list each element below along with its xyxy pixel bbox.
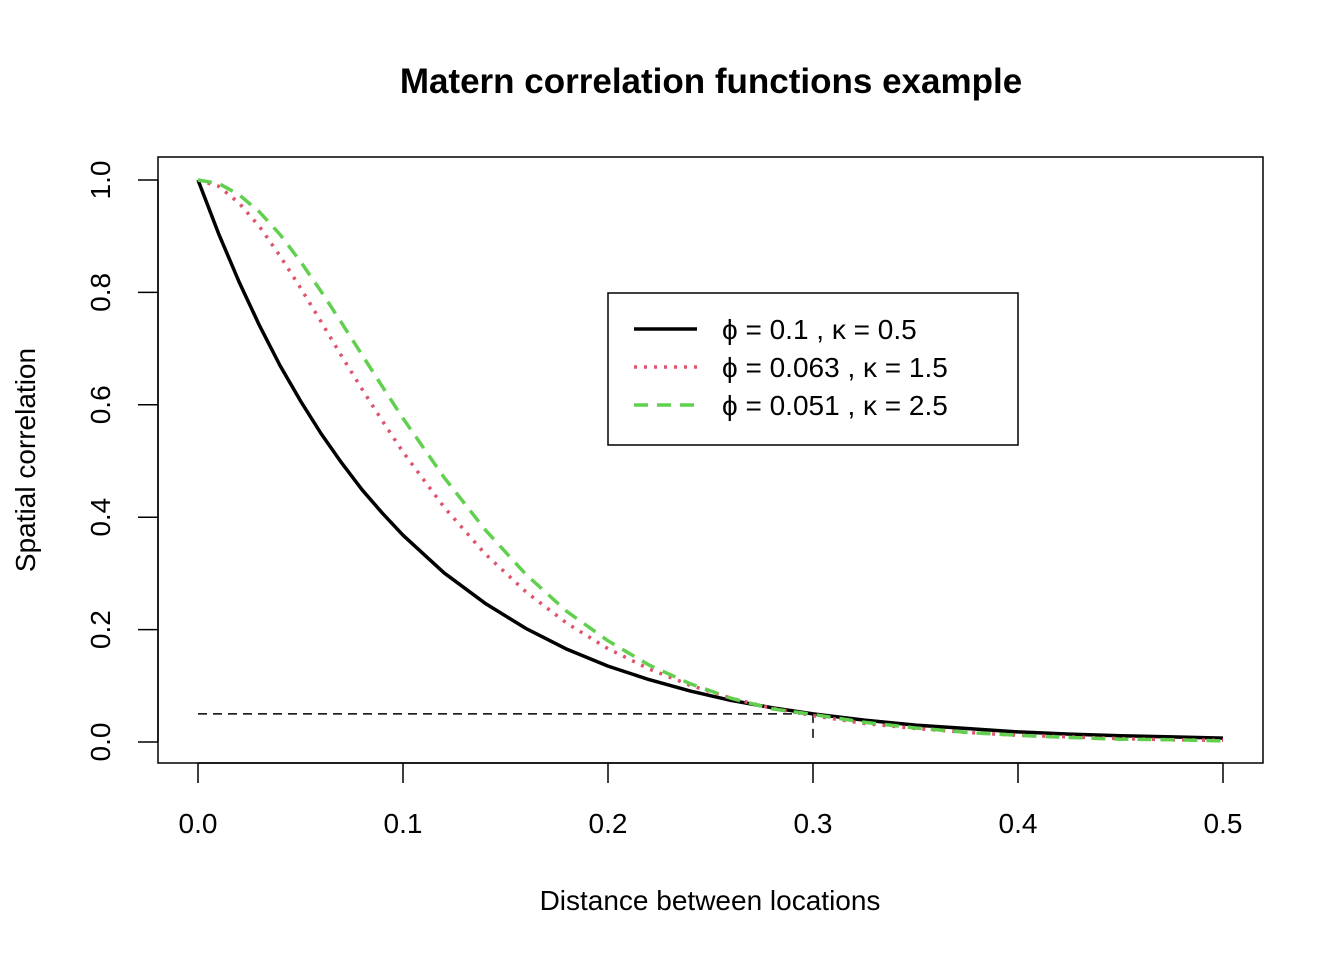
x-tick-label: 0.1 bbox=[384, 808, 423, 839]
series-line-1 bbox=[196, 179, 1224, 740]
legend: ϕ = 0.1 , κ = 0.5 ϕ = 0.063 , κ = 1.5 ϕ = … bbox=[607, 292, 1019, 446]
legend-label: ϕ = 0.051 , κ = 2.5 bbox=[722, 390, 948, 421]
x-tick-label: 0.2 bbox=[589, 808, 628, 839]
y-tick-label: 0.8 bbox=[85, 273, 116, 312]
x-tick-label: 0.5 bbox=[1204, 808, 1243, 839]
x-tick-label: 0.0 bbox=[179, 808, 218, 839]
legend-label: ϕ = 0.1 , κ = 0.5 bbox=[722, 314, 917, 345]
y-tick-label: 0.6 bbox=[85, 385, 116, 424]
y-tick-label: 1.0 bbox=[85, 161, 116, 200]
x-axis-label: Distance between locations bbox=[540, 885, 881, 916]
legend-label: ϕ = 0.063 , κ = 1.5 bbox=[722, 352, 948, 383]
legend-box bbox=[607, 292, 1019, 446]
x-axis: 0.0 0.1 0.2 0.3 0.4 0.5 bbox=[179, 762, 1243, 839]
series-line-3 bbox=[197, 178, 1224, 743]
y-tick-label: 0.0 bbox=[85, 723, 116, 762]
y-axis-label: Spatial correlation bbox=[10, 348, 41, 572]
y-tick-label: 0.4 bbox=[85, 498, 116, 537]
plot-frame bbox=[157, 156, 1264, 764]
y-tick-label: 0.2 bbox=[85, 610, 116, 649]
series-line-2 bbox=[197, 178, 1224, 743]
x-tick-label: 0.4 bbox=[999, 808, 1038, 839]
chart-title: Matern correlation functions example bbox=[400, 62, 1022, 101]
y-axis: 0.0 0.2 0.4 0.6 0.8 1.0 bbox=[85, 161, 159, 762]
x-tick-label: 0.3 bbox=[794, 808, 833, 839]
series-group bbox=[196, 178, 1224, 743]
reference-lines bbox=[198, 713, 814, 742]
